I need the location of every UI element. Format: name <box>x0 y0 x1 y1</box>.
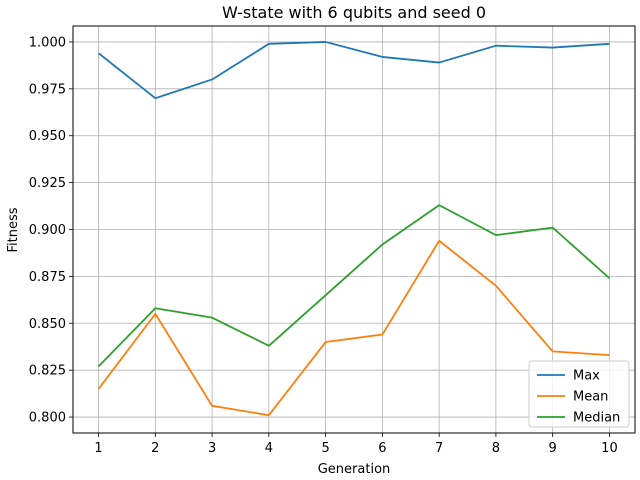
y-tick-label: 0.850 <box>29 317 66 332</box>
y-tick-label: 0.975 <box>29 82 66 97</box>
x-tick-label: 2 <box>151 441 159 456</box>
y-tick-label: 0.925 <box>29 176 66 191</box>
legend-label-max: Max <box>573 369 600 384</box>
x-axis-title: Generation <box>318 462 391 477</box>
legend: Max Mean Median <box>528 360 630 428</box>
series-line-mean <box>97 239 610 417</box>
y-tick-label: 0.900 <box>29 223 66 238</box>
y-axis-ticks: 0.800 0.825 0.850 0.875 0.900 0.925 0.950 0.975… <box>29 35 73 426</box>
series-line-max <box>97 41 610 100</box>
x-tick-label: 10 <box>601 441 618 456</box>
y-tick-label: 0.800 <box>29 411 66 426</box>
x-tick-label: 4 <box>265 441 273 456</box>
x-tick-label: 5 <box>321 441 329 456</box>
y-tick-label: 0.875 <box>29 270 66 285</box>
series-line-median <box>97 204 611 368</box>
legend-label-median: Median <box>573 411 620 426</box>
x-tick-label: 6 <box>378 441 386 456</box>
legend-box <box>528 360 630 428</box>
series-lines <box>97 41 611 417</box>
chart-title: W-state with 6 qubits and seed 0 <box>222 3 486 22</box>
y-tick-label: 0.950 <box>29 129 66 144</box>
x-axis-ticks: 1 2 3 4 5 6 7 8 9 10 <box>94 433 618 456</box>
y-tick-label: 0.825 <box>29 364 66 379</box>
x-tick-label: 1 <box>94 441 102 456</box>
y-axis-title: Fitness <box>6 207 21 252</box>
y-tick-label: 1.000 <box>29 35 66 50</box>
x-tick-label: 9 <box>549 441 557 456</box>
x-tick-label: 7 <box>435 441 443 456</box>
legend-label-mean: Mean <box>573 390 608 405</box>
x-tick-label: 8 <box>492 441 500 456</box>
x-tick-label: 3 <box>208 441 216 456</box>
